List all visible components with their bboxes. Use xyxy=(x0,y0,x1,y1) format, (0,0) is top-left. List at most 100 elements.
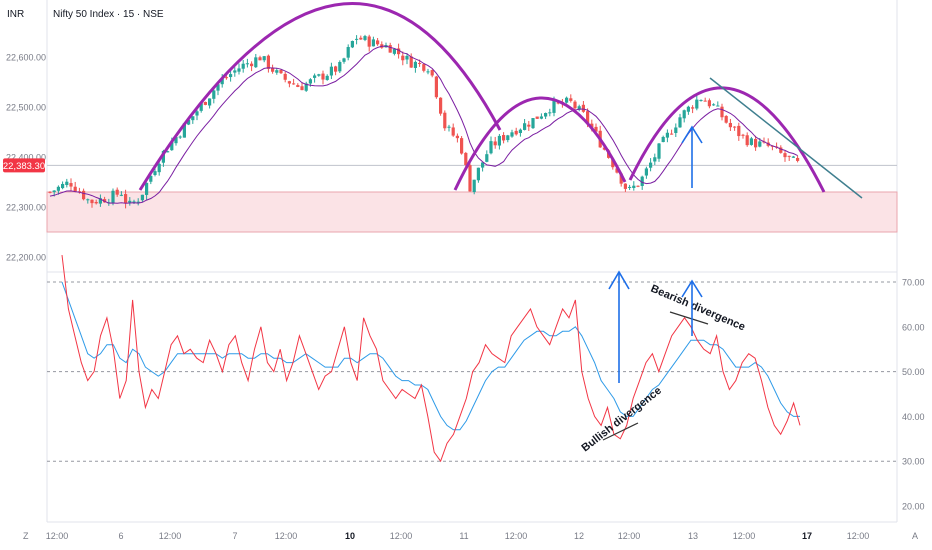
rounded-top-arc-2[interactable] xyxy=(453,96,627,191)
rounded-top-arc-3[interactable] xyxy=(628,86,826,193)
candle-body xyxy=(754,138,758,148)
candle-body xyxy=(644,168,648,176)
candle-body xyxy=(745,135,749,146)
candle-body xyxy=(262,56,266,61)
long-up-arrow-icon xyxy=(608,270,630,383)
candle-body xyxy=(128,200,132,203)
candle-body xyxy=(178,136,182,138)
price-tick-label: 22,500.00 xyxy=(6,103,46,113)
candle-body xyxy=(577,106,581,110)
candle-body xyxy=(317,74,321,76)
candle-body xyxy=(707,100,711,107)
candle-body xyxy=(350,40,354,48)
candle-body xyxy=(661,136,665,143)
support-zone[interactable] xyxy=(46,191,898,233)
time-axis-left-corner[interactable]: Z xyxy=(23,531,29,541)
candle-body xyxy=(653,157,657,162)
candle-body xyxy=(590,123,594,128)
candle-body xyxy=(388,45,392,53)
candle-body xyxy=(409,56,413,68)
candle-body xyxy=(292,83,296,85)
candle-body xyxy=(691,107,695,109)
candle-body xyxy=(581,104,585,112)
candle-body xyxy=(720,106,724,118)
rsi-tick-label: 30.00 xyxy=(902,457,925,467)
candle-body xyxy=(573,101,577,109)
currency-label: INR xyxy=(7,9,24,20)
candle-body xyxy=(300,86,304,91)
candle-body xyxy=(628,186,632,188)
candle-body xyxy=(779,147,783,153)
candle-body xyxy=(111,190,115,203)
moving-average-line xyxy=(49,45,798,204)
candle-body xyxy=(73,186,77,192)
candle-body xyxy=(460,138,464,154)
candle-body xyxy=(199,103,203,111)
rounded-top-arc-1[interactable] xyxy=(138,2,502,191)
candle-body xyxy=(430,70,434,76)
candle-body xyxy=(455,135,459,139)
candle-body xyxy=(203,101,207,105)
candle-body xyxy=(237,68,241,72)
time-tick-label: 17 xyxy=(802,531,812,541)
time-axis-right-corner[interactable]: A xyxy=(912,531,918,541)
candle-body xyxy=(724,115,728,123)
candle-body xyxy=(132,201,136,203)
candle-body xyxy=(136,201,140,203)
candle-body xyxy=(796,157,800,161)
candle-body xyxy=(787,155,791,157)
candle-body xyxy=(245,63,249,65)
candle-body xyxy=(544,113,548,117)
candle-body xyxy=(523,123,527,130)
candle-body xyxy=(506,135,510,141)
time-tick-label: 12:00 xyxy=(618,531,641,541)
short-up-arrow-icon xyxy=(681,279,703,336)
candle-body xyxy=(682,110,686,119)
candle-body xyxy=(401,55,405,61)
candle-body xyxy=(69,183,73,187)
candle-body xyxy=(703,100,707,102)
rsi-level-lines xyxy=(47,281,897,462)
time-tick-label: 12:00 xyxy=(733,531,756,541)
candle-body xyxy=(632,185,636,188)
candle-body xyxy=(535,116,539,119)
candle-body xyxy=(82,190,86,200)
candle-body xyxy=(266,55,270,69)
descending-trendline[interactable] xyxy=(709,77,863,199)
candle-body xyxy=(233,70,237,73)
candle-body xyxy=(552,101,556,113)
candle-body xyxy=(145,182,149,195)
candle-body xyxy=(271,67,275,72)
candle-body xyxy=(686,106,690,112)
candle-body xyxy=(195,111,199,116)
candle-body xyxy=(451,127,455,136)
candle-body xyxy=(712,104,716,106)
up-arrow-icon xyxy=(681,125,703,188)
candle-body xyxy=(447,126,451,128)
bullish-divergence-line[interactable] xyxy=(602,422,639,441)
price-tick-label: 22,200.00 xyxy=(6,253,46,263)
candle-body xyxy=(166,151,170,153)
candle-body xyxy=(241,63,245,69)
candle-body xyxy=(363,36,367,40)
candle-body xyxy=(325,75,329,80)
candle-body xyxy=(140,194,144,201)
price-badge-value: 22,383.30 xyxy=(3,161,45,172)
candle-body xyxy=(48,191,52,193)
candlestick-series xyxy=(48,34,800,209)
candle-body xyxy=(657,143,661,159)
candle-body xyxy=(602,147,606,150)
price-tick-label: 22,600.00 xyxy=(6,53,46,63)
symbol-info[interactable]: Nifty 50 Index · 15 · NSE xyxy=(53,9,164,20)
candle-body xyxy=(791,156,795,158)
candle-body xyxy=(665,132,669,138)
candle-body xyxy=(250,63,254,67)
candle-body xyxy=(737,125,741,137)
candle-body xyxy=(476,167,480,181)
candle-body xyxy=(279,69,283,74)
bearish-divergence-line[interactable] xyxy=(669,311,709,325)
candle-body xyxy=(493,141,497,146)
time-tick-label: 12:00 xyxy=(159,531,182,541)
candle-body xyxy=(296,85,300,87)
price-tick-label: 22,300.00 xyxy=(6,203,46,213)
